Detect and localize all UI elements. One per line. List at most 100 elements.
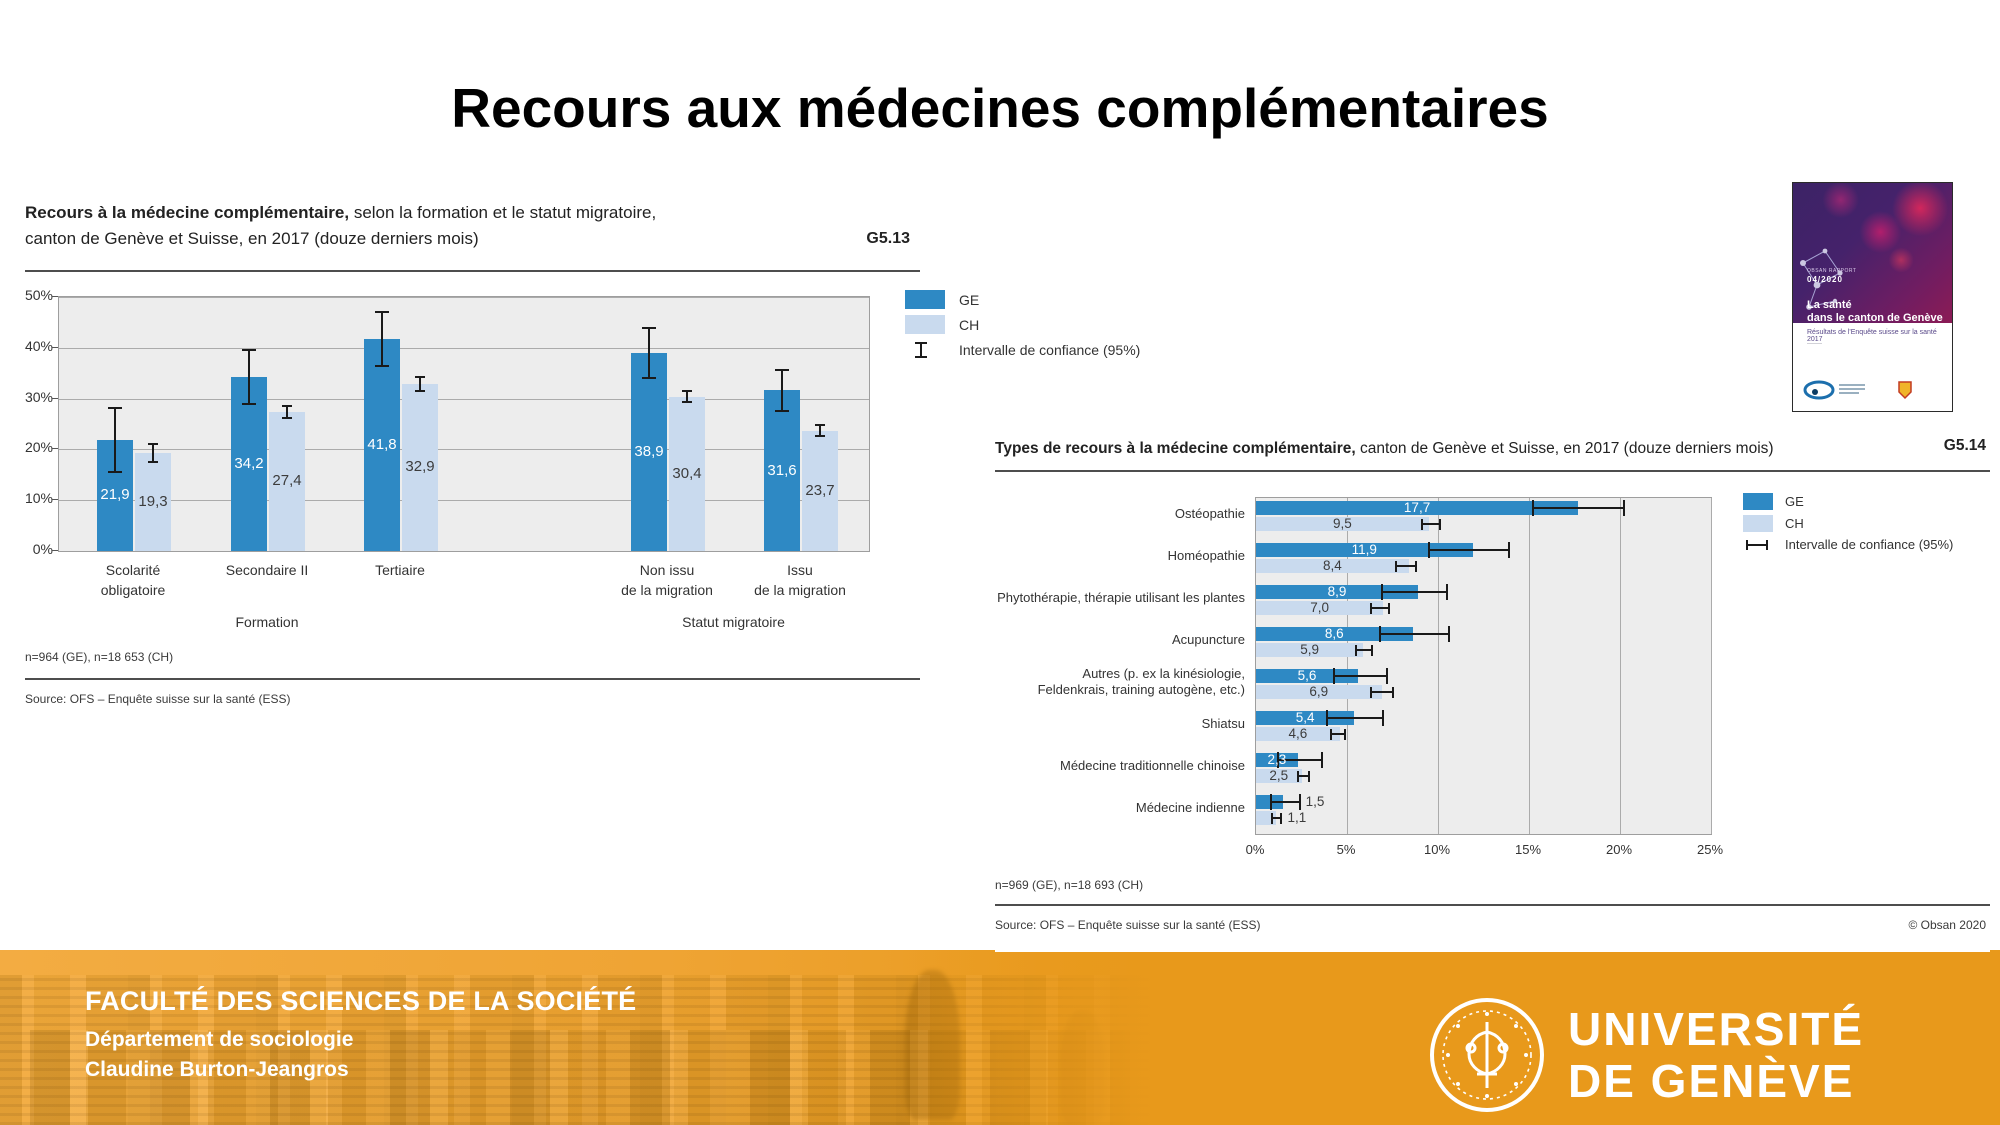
ci-cap xyxy=(108,406,122,409)
category-label: Médecine traditionnelle chinoise xyxy=(1059,758,1245,773)
ci-cap xyxy=(1380,584,1383,600)
ci-cap xyxy=(148,461,158,464)
chart1-sample-note: n=964 (GE), n=18 653 (CH) xyxy=(25,650,174,664)
chart1-source: Source: OFS – Enquête suisse sur la sant… xyxy=(25,692,291,706)
bar-ch xyxy=(802,430,838,551)
ge-swatch-icon xyxy=(905,290,945,309)
x-category-label: Secondaire II xyxy=(225,562,309,578)
x-axis-tick-label: 10% xyxy=(1423,842,1451,857)
ci-cap xyxy=(375,311,389,314)
ci-cap xyxy=(282,416,292,419)
bar-ch xyxy=(669,396,705,551)
ci-cap xyxy=(1276,752,1279,768)
ci-whisker xyxy=(381,312,383,367)
y-axis-tick-label: 20% xyxy=(24,439,53,456)
x-category-label: Non issu de la migration xyxy=(621,562,713,598)
bar-value-label: 41,8 xyxy=(367,435,397,453)
ge-swatch-icon xyxy=(1743,493,1773,510)
bar-value-label: 4,6 xyxy=(1288,726,1308,741)
bar-ge xyxy=(1256,543,1473,557)
chart1-legend: GE CH Intervalle de confiance (95%) xyxy=(905,290,1140,366)
bar-ch xyxy=(1256,559,1409,573)
footer-banner: FACULTÉ DES SCIENCES DE LA SOCIÉTÉ Dépar… xyxy=(0,950,2000,1125)
cover-subtitle: Résultats de l'Enquête suisse sur la san… xyxy=(1807,329,1937,343)
author-name: Claudine Burton-Jeangros xyxy=(85,1058,349,1081)
obsan-and-geneva-logos-icon xyxy=(1803,380,1912,400)
faculty-name: FACULTÉ DES SCIENCES DE LA SOCIÉTÉ xyxy=(85,986,637,1016)
ci-whisker xyxy=(1396,565,1417,567)
axis-group-label: Statut migratoire xyxy=(682,614,785,630)
ci-cap xyxy=(1344,728,1347,740)
bar-value-label: 2,5 xyxy=(1269,768,1289,783)
ci-whisker xyxy=(248,350,250,404)
ci-whisker xyxy=(1334,675,1388,677)
bar-ch xyxy=(1256,811,1277,825)
bar-ch xyxy=(1256,517,1429,531)
ci-cap xyxy=(1395,560,1398,572)
bar-ge xyxy=(231,377,267,551)
legend-label-ci: Intervalle de confiance (95%) xyxy=(1785,537,1954,552)
ci-cap xyxy=(1386,668,1389,684)
ci-cap xyxy=(775,409,789,412)
ci-whisker xyxy=(1326,717,1384,719)
ci-cap xyxy=(1355,644,1358,656)
bar-ge xyxy=(1256,501,1579,515)
ci-whisker xyxy=(286,406,288,418)
ci-cap xyxy=(375,365,389,368)
bar-value-label: 1,1 xyxy=(1287,810,1307,825)
bar-ge xyxy=(1256,711,1355,725)
x-axis-tick-label: 5% xyxy=(1336,842,1356,857)
bar-value-label: 19,3 xyxy=(138,492,168,510)
category-label: Autres (p. ex la kinésiologie, Feldenkra… xyxy=(1037,666,1245,697)
y-axis-tick xyxy=(52,499,58,501)
ci-cap xyxy=(1438,518,1441,530)
ci-cap xyxy=(1531,500,1534,516)
ci-cap xyxy=(1622,500,1625,516)
ci-cap xyxy=(1446,584,1449,600)
cover-issue-label: OBSAN RAPPORT xyxy=(1807,268,1857,274)
bar-ge xyxy=(764,390,800,551)
ci-cap xyxy=(1333,668,1336,684)
bar-value-label: 5,9 xyxy=(1300,642,1320,657)
y-axis-tick xyxy=(52,397,58,399)
cover-issue: 04/2020 xyxy=(1807,275,1843,284)
ci-cap xyxy=(775,369,789,372)
gridline xyxy=(1438,498,1439,834)
bar-value-label: 1,5 xyxy=(1305,794,1325,809)
ci-cap xyxy=(1329,728,1332,740)
legend-label-ge: GE xyxy=(1785,494,1804,509)
ci-whisker xyxy=(819,425,821,437)
ci-cap xyxy=(682,390,692,393)
legend-label-ch: CH xyxy=(959,316,980,333)
y-axis-tick-label: 0% xyxy=(32,541,53,557)
chart2-sample-note: n=969 (GE), n=18 693 (CH) xyxy=(995,878,1144,892)
ci-cap xyxy=(1371,644,1374,656)
chart2-figure-id: G5.14 xyxy=(1943,437,1986,454)
chart1-header-rule xyxy=(25,270,920,272)
x-axis-tick-label: 15% xyxy=(1514,842,1542,857)
ci-cap xyxy=(1298,794,1301,810)
bar-ch xyxy=(1256,769,1302,783)
bar-value-label: 8,4 xyxy=(1323,558,1342,573)
gridline xyxy=(1347,498,1348,834)
gridline xyxy=(59,500,869,502)
ci-cap xyxy=(1391,686,1394,698)
unige-seal-icon xyxy=(1430,998,1544,1112)
bar-value-label: 27,4 xyxy=(272,472,302,490)
bar-value-label: 7,0 xyxy=(1310,600,1330,615)
unige-wordmark: UNIVERSITÉ DE GENÈVE xyxy=(1568,1003,1865,1107)
ci-whisker xyxy=(1297,775,1309,777)
ci-cap xyxy=(415,389,425,392)
ci-whisker xyxy=(1428,549,1509,551)
ci-cap xyxy=(1369,602,1372,614)
bar-value-label: 17,7 xyxy=(1403,500,1431,515)
bar-ge xyxy=(631,353,667,551)
bar-value-label: 5,4 xyxy=(1295,710,1315,725)
ci-whisker xyxy=(1356,649,1373,651)
ch-swatch-icon xyxy=(905,315,945,334)
ci-cap xyxy=(1369,686,1372,698)
category-label: Homéopathie xyxy=(1167,548,1245,563)
bar-value-label: 31,6 xyxy=(767,461,797,479)
ch-swatch-icon xyxy=(1743,515,1773,532)
